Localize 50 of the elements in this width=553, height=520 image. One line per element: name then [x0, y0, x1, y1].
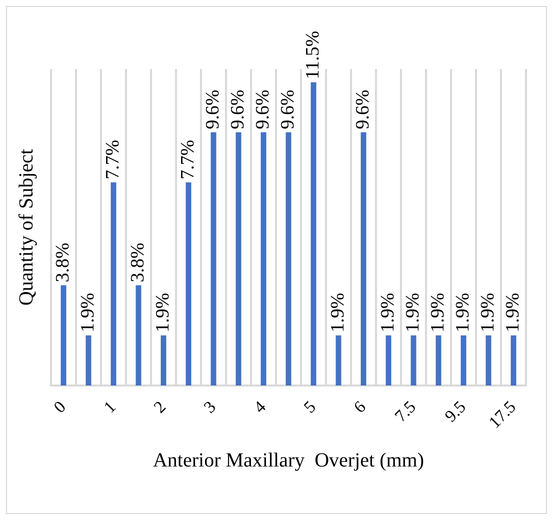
x-tick-label: 5	[300, 397, 320, 417]
x-tick-label: 3	[200, 397, 220, 417]
x-tick-label: 1	[100, 397, 120, 417]
bar	[86, 335, 92, 386]
data-label: 1.9%	[152, 292, 174, 332]
data-label: 3.8%	[127, 242, 148, 282]
data-label: 1.9%	[452, 292, 474, 332]
data-label: 7.7%	[177, 140, 198, 180]
x-tick-label: 7.5	[391, 397, 420, 426]
data-label: 9.6%	[252, 90, 274, 130]
bar	[336, 335, 342, 386]
x-axis-title: Anterior Maxillary Overjet (mm)	[152, 449, 424, 472]
bar	[510, 335, 516, 386]
bar	[310, 82, 316, 386]
x-tick-label: 0	[50, 397, 70, 417]
x-tick-label: 2	[150, 397, 170, 417]
data-label: 9.6%	[277, 90, 298, 130]
data-label: 11.5%	[302, 30, 324, 80]
data-label: 1.9%	[402, 292, 424, 332]
x-tick-label: 9.5	[441, 397, 470, 426]
data-label: 1.9%	[377, 292, 398, 332]
data-label: 1.9%	[477, 292, 498, 332]
bar	[410, 335, 416, 386]
bar	[160, 335, 166, 386]
x-tick-label: 17.5	[485, 397, 520, 432]
bar	[486, 335, 492, 386]
x-tick-label: 4	[250, 396, 270, 417]
bar	[260, 132, 266, 386]
bar	[60, 285, 66, 386]
data-label: 1.9%	[502, 292, 524, 332]
bar	[210, 132, 216, 386]
data-label: 9.6%	[202, 90, 224, 130]
bar	[110, 182, 116, 386]
bar	[186, 182, 192, 386]
data-label: 9.6%	[352, 90, 374, 130]
data-label: 3.8%	[52, 242, 74, 282]
x-tick-label: 6	[350, 397, 370, 417]
bar	[460, 335, 466, 386]
bar	[136, 285, 142, 386]
bar	[236, 132, 242, 386]
bar	[386, 335, 392, 386]
data-label: 7.7%	[102, 140, 124, 180]
data-label: 1.9%	[427, 292, 448, 332]
data-label: 1.9%	[77, 292, 98, 332]
data-label: 1.9%	[327, 292, 348, 332]
bar	[436, 335, 442, 386]
bar	[360, 132, 366, 386]
bar	[286, 132, 292, 386]
y-axis-title: Quantity of Subject	[15, 148, 38, 306]
data-label: 9.6%	[227, 90, 248, 130]
